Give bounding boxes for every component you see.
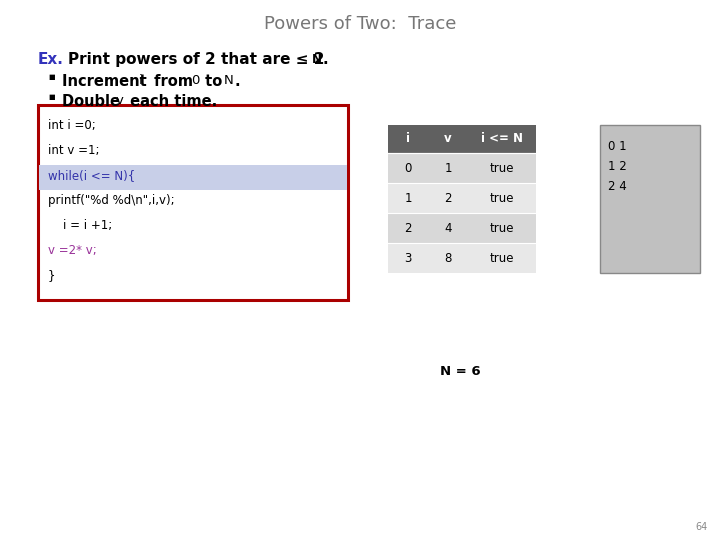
Text: i <= N: i <= N (481, 132, 523, 145)
Text: .: . (323, 52, 328, 67)
Text: Ex.: Ex. (38, 52, 64, 67)
Text: 2: 2 (444, 192, 451, 205)
Text: i: i (139, 74, 143, 87)
Text: 2 4: 2 4 (608, 180, 626, 193)
Bar (38, 105, 348, 300)
Text: true: true (490, 221, 514, 234)
Bar (39, 165, 347, 190)
Text: N: N (312, 53, 322, 66)
Text: .: . (234, 74, 240, 89)
Text: 2: 2 (404, 221, 412, 234)
Text: 3: 3 (405, 252, 412, 265)
Bar (388, 213, 536, 243)
Bar (600, 125, 700, 273)
Text: v: v (444, 132, 452, 145)
Bar (388, 153, 536, 183)
Text: 64: 64 (696, 522, 708, 532)
Text: from: from (149, 74, 198, 89)
Text: while(i <= N){: while(i <= N){ (48, 169, 135, 182)
Text: true: true (490, 192, 514, 205)
Text: int v =1;: int v =1; (48, 144, 99, 157)
Text: i = i +1;: i = i +1; (48, 219, 112, 232)
Text: Increment: Increment (62, 74, 152, 89)
Bar (388, 183, 536, 213)
Text: v: v (116, 94, 124, 107)
Text: ■: ■ (48, 94, 55, 100)
Text: each time.: each time. (125, 94, 217, 109)
Text: true: true (490, 161, 514, 174)
Text: ■: ■ (48, 74, 55, 80)
Bar (388, 243, 536, 273)
Text: true: true (490, 252, 514, 265)
Bar (388, 125, 536, 153)
Text: }: } (48, 269, 55, 282)
Text: 0 1: 0 1 (608, 140, 626, 153)
Text: to: to (200, 74, 228, 89)
Text: int i =0;: int i =0; (48, 119, 96, 132)
Text: i: i (406, 132, 410, 145)
Text: printf("%d %d\n",i,v);: printf("%d %d\n",i,v); (48, 194, 175, 207)
Text: v =2* v;: v =2* v; (48, 244, 96, 257)
Text: N: N (224, 74, 234, 87)
Text: Print powers of 2 that are ≤ 2: Print powers of 2 that are ≤ 2 (68, 52, 325, 67)
Text: 1: 1 (444, 161, 451, 174)
Text: 0: 0 (405, 161, 412, 174)
Text: 8: 8 (444, 252, 451, 265)
Text: Double: Double (62, 94, 125, 109)
Text: 1 2: 1 2 (608, 160, 626, 173)
Text: 0: 0 (191, 74, 199, 87)
Text: 4: 4 (444, 221, 451, 234)
Text: 1: 1 (404, 192, 412, 205)
Text: N = 6: N = 6 (440, 365, 480, 378)
Text: Powers of Two:  Trace: Powers of Two: Trace (264, 15, 456, 33)
